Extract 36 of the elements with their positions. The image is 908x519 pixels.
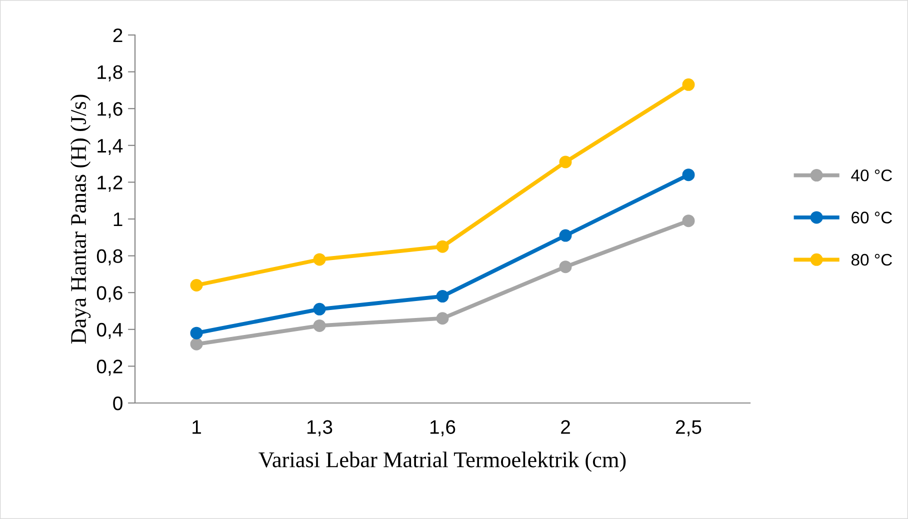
point — [190, 278, 203, 292]
y-tick-label: 0,6 — [96, 286, 122, 302]
point — [436, 290, 449, 303]
y-tick-label: 1,8 — [98, 65, 122, 82]
y-tick-label: 2 — [113, 28, 122, 42]
x-tick-label: 1,3 — [307, 420, 332, 436]
y-tick-label: 0,8 — [96, 249, 122, 266]
y-tick-label: 0,2 — [96, 360, 122, 376]
x-tick-label: 2 — [561, 420, 570, 434]
point — [190, 326, 203, 340]
x-tick-label: 2,5 — [676, 420, 702, 436]
point — [313, 319, 326, 332]
legend-label: 40 °C — [851, 169, 892, 182]
y-tick-label: 0 — [113, 396, 122, 410]
y-tick-label: 1,4 — [98, 139, 123, 155]
point — [436, 312, 449, 325]
y-tick-label: 1,2 — [98, 176, 122, 192]
y-tick-label: 1,6 — [98, 102, 122, 118]
point — [682, 214, 695, 228]
legend-label: 80 °C — [851, 254, 892, 266]
point — [313, 253, 326, 266]
point — [559, 260, 572, 274]
y-axis-title: Daya Hantar Panas (H) (J/s) — [70, 94, 91, 344]
point — [559, 156, 572, 168]
point — [682, 168, 695, 182]
y-tick-label: 1 — [114, 212, 122, 226]
point — [313, 302, 326, 316]
point — [682, 78, 695, 91]
legend-label: 60 °C — [852, 212, 892, 224]
point — [436, 240, 449, 253]
x-tick-label: 1 — [192, 420, 201, 434]
point — [559, 229, 572, 242]
x-tick-label: 1,6 — [430, 420, 456, 436]
x-axis-title: Variasi Lebar Matrial Termoelektrik (cm) — [258, 452, 626, 472]
point — [190, 338, 203, 350]
y-tick-label: 0,4 — [96, 322, 123, 339]
